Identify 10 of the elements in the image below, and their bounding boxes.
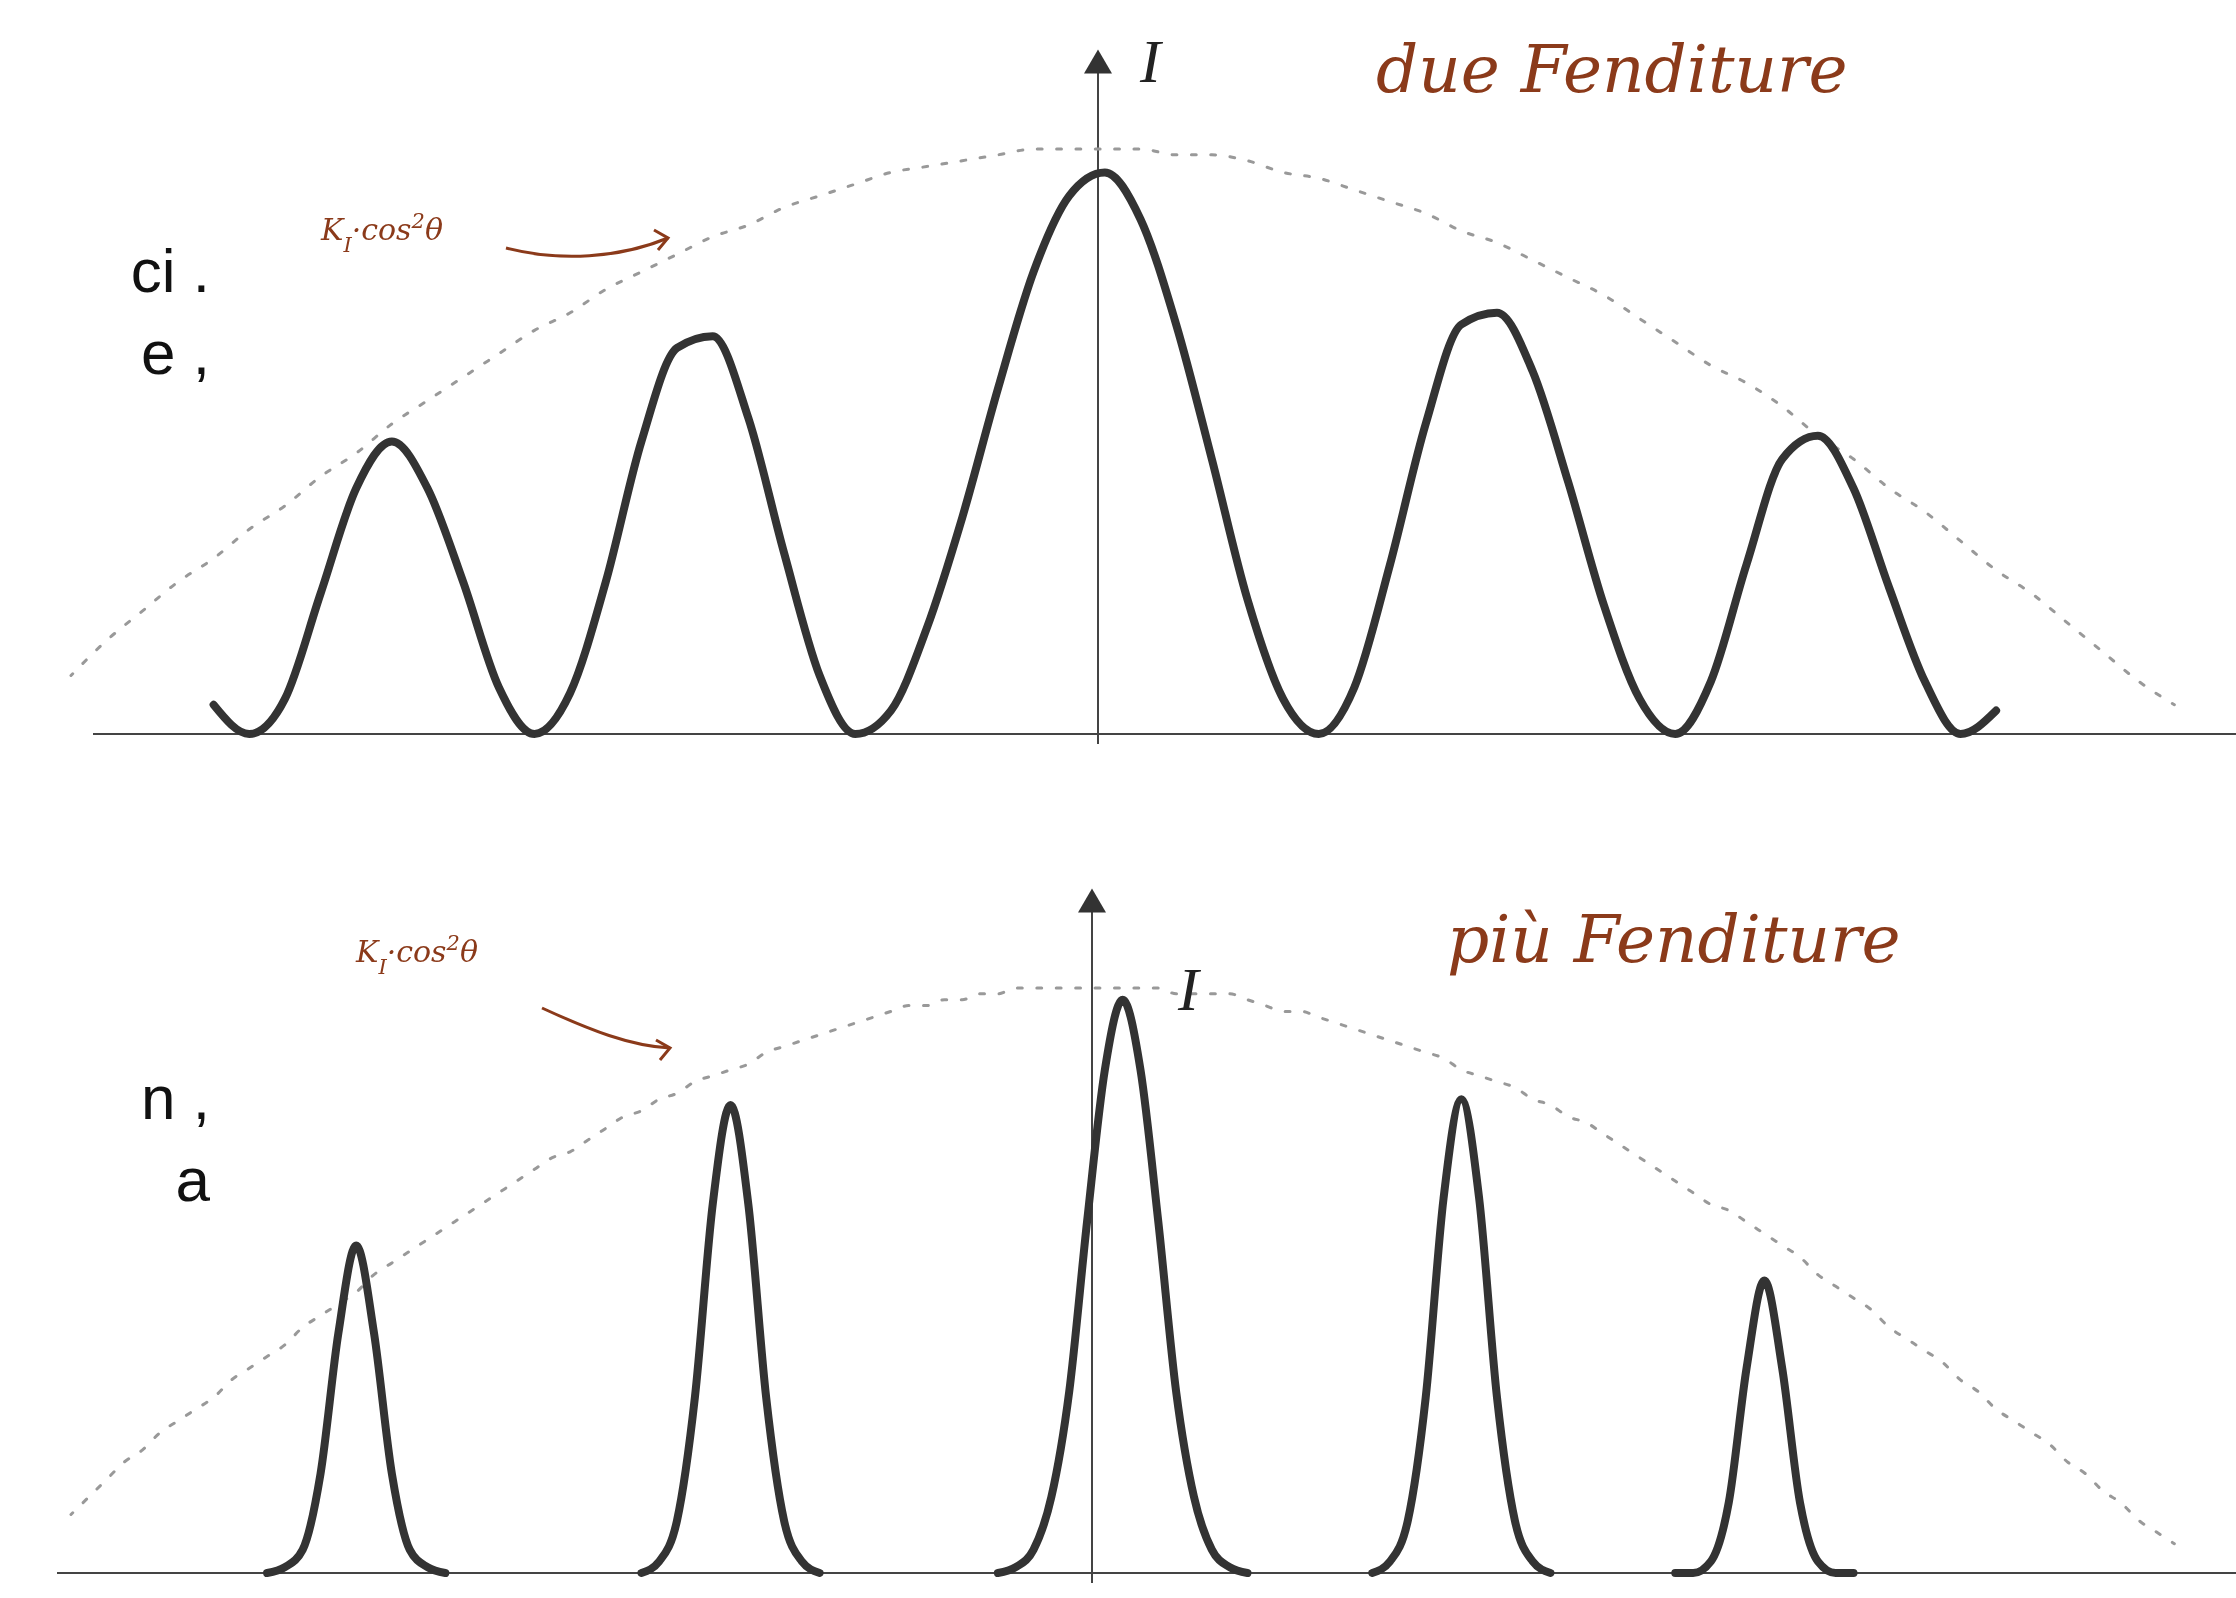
chart-title: due Fenditure [1376,31,1848,108]
annotation: ci . [130,236,210,305]
y-axis-title: I [1177,955,1202,1023]
annotation: e , [141,318,210,387]
chart-title: più Fenditure [1447,901,1901,978]
annotation: n , [141,1063,210,1132]
y-axis-title: I [1139,27,1164,95]
annotation: a [175,1145,211,1214]
text: K$_{I}$·cos$^{2}$θ [355,931,478,979]
annotation: K$_{I}$·cos$^{2}$θ [320,209,443,257]
